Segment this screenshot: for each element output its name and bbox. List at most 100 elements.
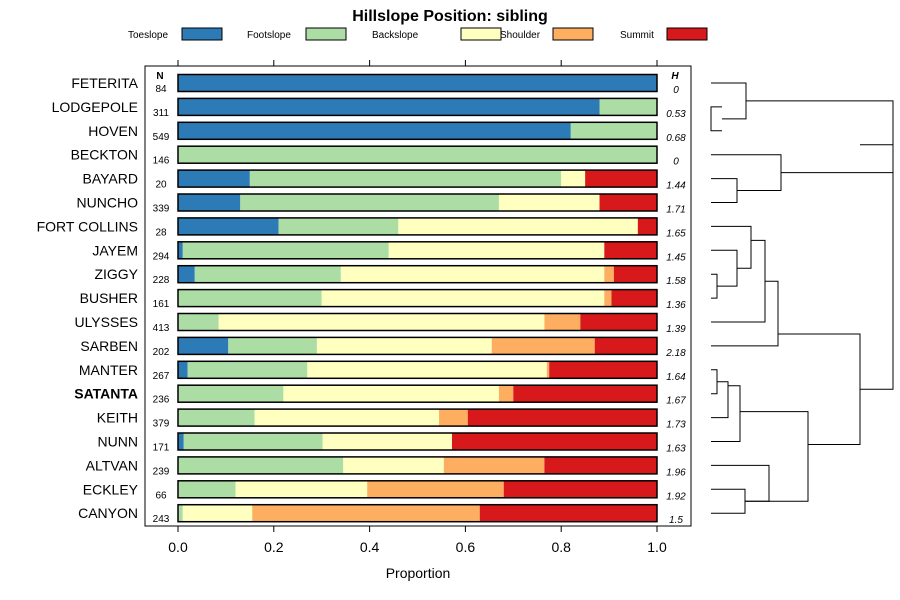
row-h-value: 1.36	[666, 300, 686, 311]
row-label: SATANTA	[74, 386, 138, 402]
row-n-value: 379	[153, 419, 170, 430]
bar-outline	[177, 241, 658, 260]
row-h-value: 0.53	[666, 109, 686, 120]
legend-label-footslope: Footslope	[247, 30, 291, 41]
row-label: SARBEN	[80, 338, 138, 354]
row-n-value: 267	[153, 371, 170, 382]
legend-label-summit: Summit	[620, 30, 654, 41]
bar-outline	[177, 73, 658, 93]
bar-segment-footslope	[178, 409, 255, 427]
bar-segment-footslope	[228, 337, 317, 355]
row-h-value: 0	[673, 85, 679, 96]
bar-segment-shoulder	[604, 289, 612, 307]
bar-segment-footslope	[178, 504, 183, 522]
bar-segment-backslope	[398, 217, 638, 235]
row-h-value: 1.39	[666, 324, 686, 335]
row-label: MANTER	[79, 362, 138, 378]
dendrogram-link	[740, 411, 809, 502]
row-h-value: 1.92	[666, 491, 686, 502]
bar-segment-footslope	[183, 433, 323, 450]
row-label: FETERITA	[71, 75, 138, 91]
bar-segment-shoulder	[252, 504, 480, 522]
bar-segment-backslope	[182, 504, 253, 522]
bar-segment-footslope	[240, 194, 499, 211]
bar-segment-summit	[594, 337, 657, 355]
bar-outline	[177, 121, 658, 141]
legend-swatch-shoulder	[552, 27, 594, 41]
bar-segment-footslope	[194, 265, 341, 283]
bar-segment-summit	[544, 456, 657, 474]
dendrogram-link	[710, 106, 722, 132]
row-h-value: 1.45	[666, 252, 686, 263]
bar-segment-shoulder	[544, 313, 581, 331]
bar-segment-toeslope	[178, 361, 188, 379]
bar-outline	[177, 193, 658, 212]
row-h-value: 1.5	[669, 515, 683, 526]
x-axis: 0.0 0.2 0.4 0.6 0.8 1.0	[168, 60, 667, 555]
legend-swatch-footslope	[305, 27, 347, 41]
row-h-value: 1.65	[666, 228, 686, 239]
dendrogram-link	[711, 82, 747, 120]
dendrogram-link	[778, 333, 861, 445]
bar-segment-footslope	[187, 361, 308, 379]
dendrogram-link	[711, 154, 782, 192]
dendrogram-link	[711, 381, 729, 419]
bar-segment-summit	[467, 409, 657, 427]
bar-segment-backslope	[316, 337, 492, 355]
row-n-value: 66	[155, 490, 167, 501]
bar-segment-backslope	[283, 385, 499, 403]
h-header: H	[671, 71, 679, 82]
row-h-value: 0	[673, 157, 679, 168]
bar-outline	[177, 169, 658, 188]
row-label: BUSHER	[80, 290, 138, 306]
bar-outline	[177, 384, 658, 403]
bar-segment-backslope	[307, 361, 547, 379]
dendrogram-link	[711, 225, 752, 269]
bar-segment-backslope	[343, 456, 444, 474]
row-n-value: 28	[155, 227, 167, 238]
bar-segment-toeslope	[178, 337, 229, 355]
row-h-value: 1.67	[666, 396, 686, 407]
legend: Toeslope Footslope Backslope Shoulder Summit	[128, 27, 708, 41]
x-tick-label: 1.0	[647, 539, 667, 555]
dendrogram-link	[711, 385, 741, 442]
bar-segment-backslope	[254, 409, 440, 427]
dendrogram-link	[711, 280, 779, 347]
legend-swatch-backslope	[460, 27, 502, 41]
bar-segment-footslope	[178, 289, 322, 307]
bar-segment-summit	[599, 194, 657, 211]
bar-outline	[177, 264, 658, 284]
row-n-value: 84	[155, 84, 167, 95]
legend-label-toeslope: Toeslope	[128, 30, 168, 41]
bar-segment-toeslope	[178, 241, 183, 259]
bar-segment-footslope	[178, 146, 657, 164]
x-tick-label: 0.6	[456, 539, 476, 555]
row-label: FORT COLLINS	[37, 218, 138, 234]
bar-outline	[177, 480, 658, 499]
x-tick-label: 0.8	[551, 539, 571, 555]
legend-label-backslope: Backslope	[372, 30, 419, 41]
row-label: ZIGGY	[94, 266, 138, 282]
bar-segment-shoulder	[604, 265, 614, 283]
bar-segment-backslope	[498, 194, 600, 211]
bar-segment-summit	[604, 241, 657, 259]
bar-segment-toeslope	[178, 433, 184, 450]
bar-segment-footslope	[278, 217, 399, 235]
row-h-value: 1.63	[666, 444, 686, 455]
dendrogram-link	[711, 178, 738, 203]
row-n-value: 549	[153, 132, 170, 143]
bar-segment-summit	[549, 361, 657, 379]
bar-segment-footslope	[570, 122, 657, 140]
bar-segment-toeslope	[178, 217, 279, 235]
bar-segment-summit	[613, 265, 657, 283]
row-label: CANYON	[78, 505, 138, 521]
bar-segment-summit	[503, 480, 657, 498]
bar-segment-summit	[637, 217, 657, 235]
bar-segment-summit	[513, 385, 657, 403]
row-n-value: 339	[153, 204, 170, 215]
x-tick-label: 0.2	[264, 539, 284, 555]
row-n-value: 161	[153, 299, 170, 310]
bar-segment-footslope	[178, 385, 284, 403]
dendrogram-link	[711, 249, 738, 287]
bar-outline	[177, 97, 658, 117]
